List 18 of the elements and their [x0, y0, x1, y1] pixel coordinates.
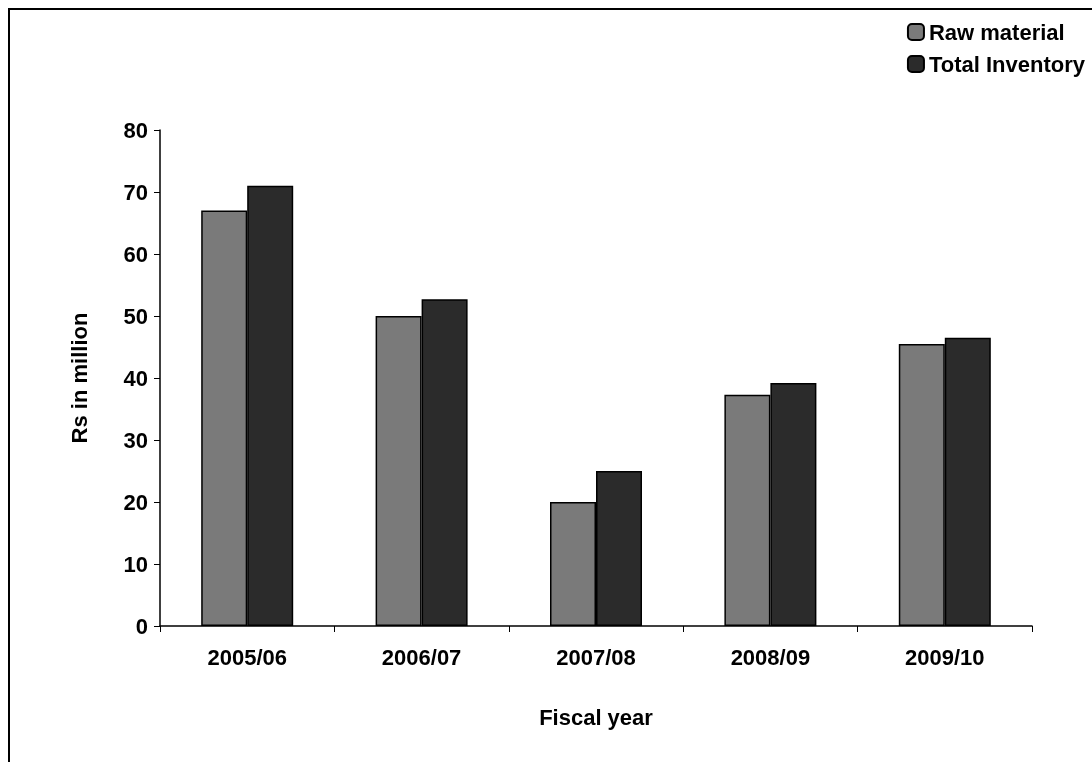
x-tick-label: 2009/10	[905, 644, 985, 670]
y-tick-label: 50	[123, 303, 148, 329]
y-tick-label: 30	[123, 427, 148, 453]
y-tick-label: 10	[123, 551, 148, 577]
x-axis-title: Fiscal year	[539, 704, 654, 730]
y-tick-label: 70	[123, 179, 148, 205]
y-tick-label: 0	[135, 613, 148, 639]
y-axis-title: Rs in million	[66, 312, 92, 444]
y-tick-label: 80	[123, 117, 148, 143]
y-tick-label: 20	[123, 489, 148, 515]
x-tick-label: 2008/09	[730, 644, 811, 670]
x-tick-label: 2006/07	[381, 644, 462, 670]
y-tick-label: 60	[123, 241, 148, 267]
x-tick-label: 2005/06	[207, 644, 287, 670]
legend-label: Raw material	[928, 19, 1065, 45]
y-tick-label: 40	[123, 365, 148, 391]
x-tick-label: 2007/08	[556, 644, 636, 670]
legend-label: Total Inventory	[928, 51, 1086, 77]
